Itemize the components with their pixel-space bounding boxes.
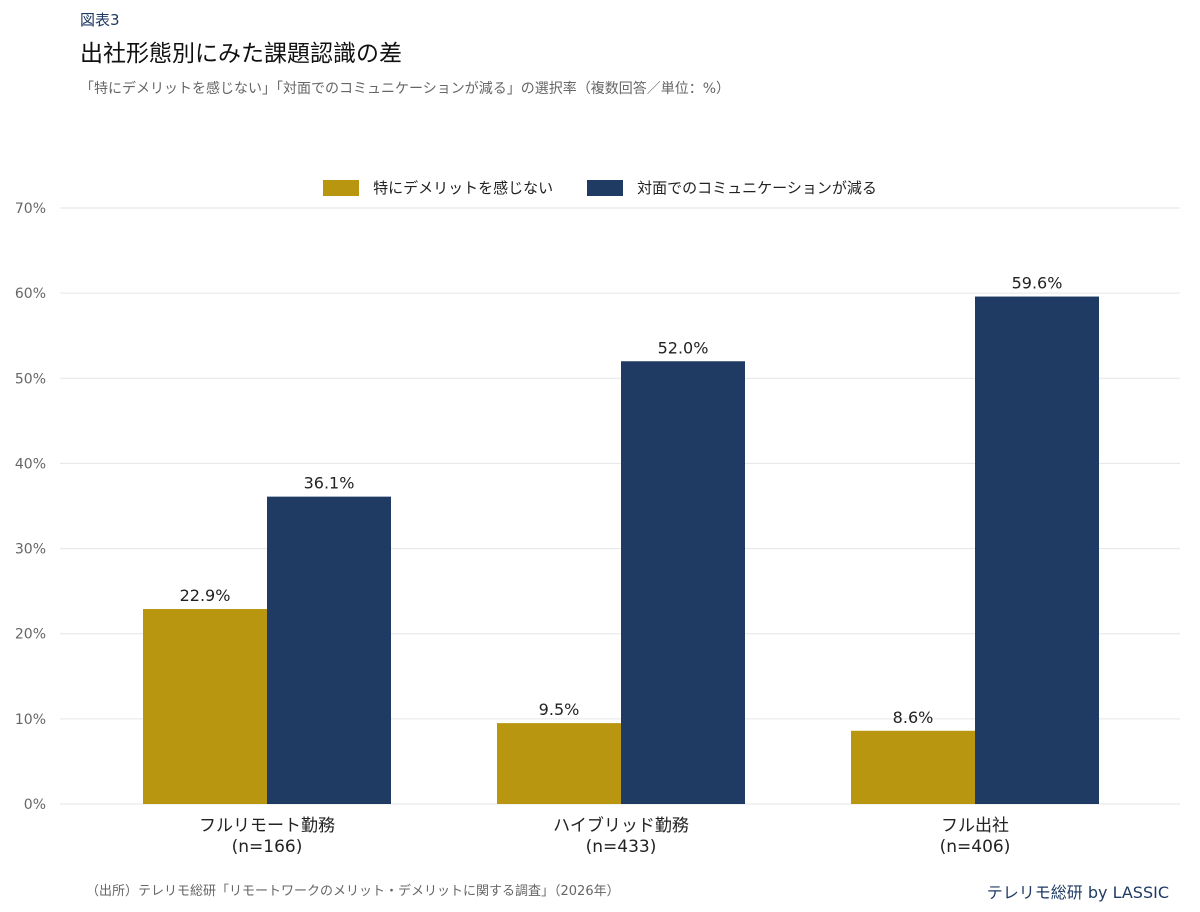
- legend-item-no-demerit: 特にデメリットを感じない: [323, 177, 553, 198]
- y-tick-label: 10%: [15, 712, 46, 728]
- bar: [267, 496, 391, 804]
- legend: 特にデメリットを感じない 対面でのコミュニケーションが減る: [0, 177, 1200, 198]
- chart-subtitle: 「特にデメリットを感じない」「対面でのコミュニケーションが減る」の選択率（複数回…: [80, 81, 731, 97]
- y-tick-label: 50%: [15, 371, 46, 387]
- x-tick-sample-size: (n=433): [586, 837, 657, 857]
- legend-swatch-less-communication: [587, 179, 624, 196]
- y-tick-label: 0%: [24, 797, 46, 813]
- data-label: 59.6%: [1012, 274, 1063, 293]
- x-tick-sample-size: (n=166): [232, 837, 303, 857]
- data-label: 22.9%: [180, 586, 231, 605]
- legend-item-less-communication: 対面でのコミュニケーションが減る: [587, 177, 877, 198]
- y-tick-label: 20%: [15, 627, 46, 643]
- chart-title: 出社形態別にみた課題認識の差: [80, 41, 402, 67]
- legend-label-less-communication: 対面でのコミュニケーションが減る: [637, 179, 877, 197]
- data-label: 8.6%: [893, 708, 934, 727]
- bar: [975, 296, 1099, 804]
- bar: [497, 723, 621, 804]
- bar: [851, 730, 975, 804]
- x-tick-sample-size: (n=406): [940, 837, 1011, 857]
- figure-number: 図表3: [80, 11, 120, 29]
- data-label: 9.5%: [539, 700, 580, 719]
- bar-chart: 0% 10% 20% 30% 40% 50% 60% 70% 22.9% 36.1% フルリモート勤…: [15, 201, 1180, 857]
- legend-label-no-demerit: 特にデメリットを感じない: [373, 179, 554, 197]
- y-tick-label: 60%: [15, 286, 46, 302]
- x-tick-label: フルリモート勤務: [199, 816, 335, 836]
- source-note: （出所）テレリモ総研「リモートワークのメリット・デメリットに関する調査」（202…: [86, 884, 620, 899]
- data-label: 36.1%: [304, 474, 355, 493]
- bar: [143, 609, 267, 804]
- y-tick-label: 40%: [15, 456, 46, 472]
- credit-label: テレリモ総研 by LASSIC: [986, 883, 1169, 902]
- data-label: 52.0%: [658, 338, 709, 357]
- x-tick-label: ハイブリッド勤務: [553, 815, 689, 836]
- x-tick-label: フル出社: [941, 816, 1009, 836]
- legend-swatch-no-demerit: [323, 179, 360, 196]
- bar: [621, 361, 745, 804]
- y-tick-label: 70%: [15, 201, 46, 217]
- y-tick-label: 30%: [15, 542, 46, 558]
